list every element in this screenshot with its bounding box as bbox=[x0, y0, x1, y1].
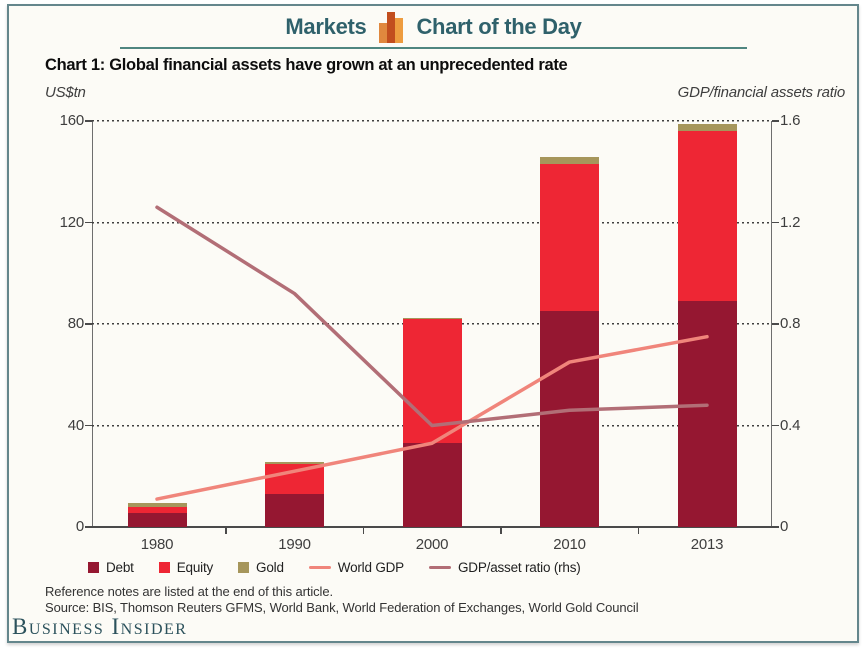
line-world-gdp bbox=[155, 334, 709, 501]
right-axis-tick-160 bbox=[772, 120, 779, 122]
bar-1990-gold bbox=[265, 462, 324, 464]
left-axis-tick-80 bbox=[85, 323, 92, 325]
bar-2000-debt bbox=[402, 443, 462, 527]
left-axis-unit-label: US$tn bbox=[45, 84, 86, 101]
x-axis-label-2000: 2000 bbox=[415, 536, 449, 553]
right-axis-tick-40 bbox=[772, 424, 779, 426]
source-note: Source: BIS, Thomson Reuters GFMS, World… bbox=[45, 600, 639, 615]
bar-2000-gold bbox=[402, 317, 462, 319]
legend-label-debt: Debt bbox=[106, 560, 134, 575]
legend-item-gold: Gold bbox=[238, 560, 284, 575]
x-axis-label-2013: 2013 bbox=[690, 536, 724, 553]
x-axis-tick-3 bbox=[637, 527, 640, 534]
right-axis-label-1.2: 1.2 bbox=[780, 213, 801, 231]
legend-swatch-gdp-asset-ratio-rhs- bbox=[428, 565, 451, 570]
overlay-lines bbox=[155, 205, 709, 501]
legend-swatch-debt bbox=[88, 562, 99, 573]
bar-1980-debt bbox=[127, 513, 187, 527]
legend: Debt Equity Gold World GDP GDP/asset ratio (… bbox=[88, 560, 581, 575]
x-axis-tick-2 bbox=[500, 527, 502, 534]
bar-2013-equity bbox=[677, 131, 737, 302]
right-axis-tick-120 bbox=[772, 221, 779, 223]
chart-title: Chart 1: Global financial assets have gr… bbox=[45, 56, 568, 74]
bar-chart-icon-bar-2 bbox=[387, 11, 396, 43]
bar-2010-debt bbox=[540, 311, 599, 527]
legend-label-gdp-asset-ratio-rhs-: GDP/asset ratio (rhs) bbox=[457, 560, 581, 575]
left-axis-label-80: 80 bbox=[67, 315, 84, 332]
left-axis-tick-40 bbox=[85, 424, 92, 426]
bar-1980-equity bbox=[127, 506, 187, 514]
line-gdp-asset-ratio-rhs- bbox=[155, 205, 709, 428]
bar-1990-debt bbox=[265, 494, 324, 527]
bar-1980-gold bbox=[127, 502, 187, 507]
left-axis-label-0: 0 bbox=[75, 518, 84, 535]
left-axis-label-120: 120 bbox=[59, 213, 85, 231]
bar-2010-equity bbox=[540, 164, 599, 312]
right-axis-unit-label: GDP/financial assets ratio bbox=[677, 84, 846, 101]
plot-area: 0 0 40 0.4 80 0.8 120 1.2 160 1.6 1980 1990 2000 2010… bbox=[60, 112, 801, 553]
x-axis-label-1990: 1990 bbox=[278, 536, 311, 553]
legend-swatch-equity bbox=[158, 562, 170, 573]
x-axis-label-2010: 2010 bbox=[553, 536, 586, 553]
reference-note: Reference notes are listed at the end of… bbox=[45, 584, 333, 599]
legend-item-gdp-asset-ratio-rhs-: GDP/asset ratio (rhs) bbox=[428, 560, 581, 575]
bar-2013-gold bbox=[677, 123, 737, 132]
bar-chart-icon-bar-1 bbox=[379, 22, 388, 43]
header-title-label: Chart of the Day bbox=[416, 14, 582, 39]
x-axis-tick-1 bbox=[362, 527, 365, 534]
legend-swatch-gold bbox=[238, 562, 250, 573]
legend-item-debt: Debt bbox=[88, 560, 134, 575]
right-axis-label-1.6: 1.6 bbox=[780, 112, 801, 129]
right-axis-tick-80 bbox=[772, 323, 779, 325]
right-axis-label-0: 0 bbox=[780, 518, 789, 535]
business-insider-logo: Business Insider bbox=[12, 614, 188, 639]
legend-label-gold: Gold bbox=[256, 560, 284, 575]
left-axis-tick-160 bbox=[85, 120, 92, 122]
bar-2010-gold bbox=[540, 156, 599, 165]
header: Markets Chart of the Day bbox=[0, 9, 867, 45]
legend-swatch-world-gdp bbox=[308, 565, 331, 570]
left-axis-tick-120 bbox=[85, 221, 92, 223]
right-axis-label-0.8: 0.8 bbox=[780, 315, 801, 332]
x-axis-tick-0 bbox=[225, 527, 227, 534]
legend-item-equity: Equity bbox=[158, 560, 214, 575]
header-underline bbox=[120, 47, 747, 49]
grid-line-120 bbox=[92, 221, 772, 224]
left-axis-label-40: 40 bbox=[67, 416, 84, 434]
legend-label-equity: Equity bbox=[176, 560, 214, 575]
legend-label-world-gdp: World GDP bbox=[337, 560, 404, 575]
header-section-label: Markets bbox=[285, 14, 367, 39]
x-axis-label-1980: 1980 bbox=[140, 536, 174, 553]
right-axis-label-0.4: 0.4 bbox=[780, 416, 801, 434]
grid-line-160 bbox=[92, 120, 772, 122]
legend-item-world-gdp: World GDP bbox=[308, 560, 404, 575]
x-axis-baseline bbox=[85, 526, 779, 528]
bar-chart-icon bbox=[379, 11, 404, 43]
left-axis-label-160: 160 bbox=[59, 112, 85, 129]
bar-chart-icon-bar-3 bbox=[395, 17, 404, 43]
